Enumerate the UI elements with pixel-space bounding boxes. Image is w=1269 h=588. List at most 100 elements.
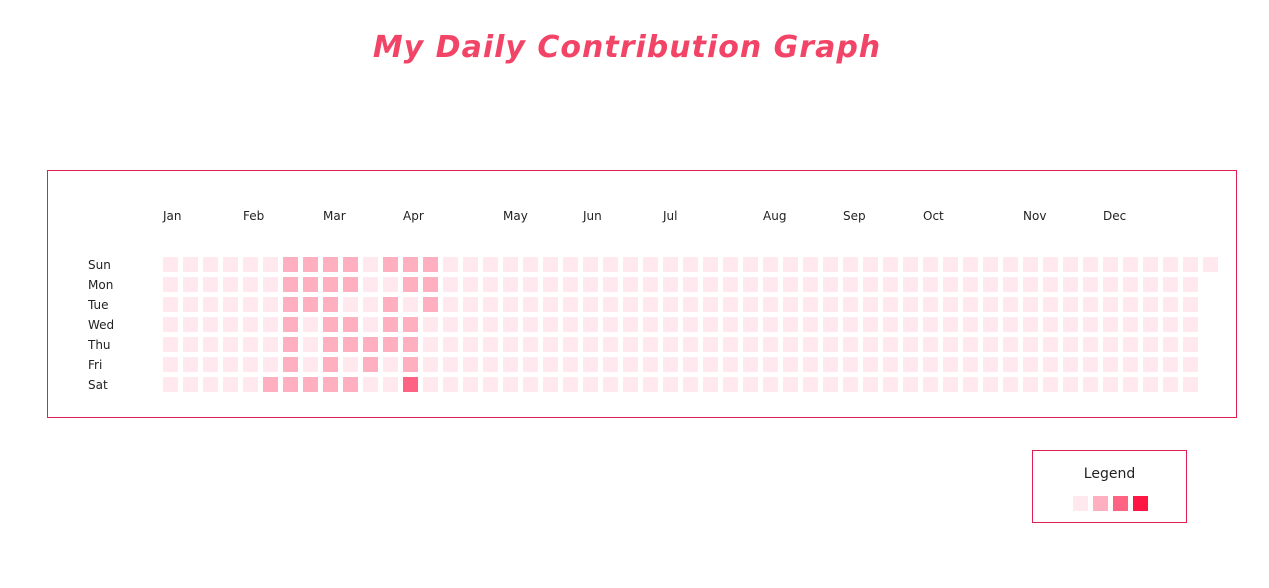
day-cell[interactable] [283, 377, 298, 392]
day-cell[interactable] [443, 317, 458, 332]
day-cell[interactable] [583, 277, 598, 292]
day-cell[interactable] [1003, 297, 1018, 312]
day-cell[interactable] [223, 357, 238, 372]
day-cell[interactable] [663, 277, 678, 292]
day-cell[interactable] [723, 337, 738, 352]
day-cell[interactable] [623, 297, 638, 312]
day-cell[interactable] [383, 377, 398, 392]
day-cell[interactable] [1083, 357, 1098, 372]
day-cell[interactable] [403, 317, 418, 332]
day-cell[interactable] [403, 277, 418, 292]
day-cell[interactable] [663, 297, 678, 312]
day-cell[interactable] [443, 277, 458, 292]
day-cell[interactable] [983, 257, 998, 272]
day-cell[interactable] [803, 297, 818, 312]
day-cell[interactable] [203, 337, 218, 352]
day-cell[interactable] [603, 257, 618, 272]
day-cell[interactable] [1143, 337, 1158, 352]
day-cell[interactable] [203, 377, 218, 392]
day-cell[interactable] [323, 357, 338, 372]
day-cell[interactable] [743, 317, 758, 332]
day-cell[interactable] [1123, 277, 1138, 292]
day-cell[interactable] [243, 317, 258, 332]
day-cell[interactable] [823, 317, 838, 332]
day-cell[interactable] [583, 297, 598, 312]
day-cell[interactable] [863, 357, 878, 372]
day-cell[interactable] [223, 297, 238, 312]
day-cell[interactable] [983, 277, 998, 292]
day-cell[interactable] [643, 377, 658, 392]
day-cell[interactable] [1163, 277, 1178, 292]
day-cell[interactable] [183, 337, 198, 352]
day-cell[interactable] [463, 277, 478, 292]
day-cell[interactable] [1003, 257, 1018, 272]
day-cell[interactable] [843, 257, 858, 272]
day-cell[interactable] [843, 297, 858, 312]
day-cell[interactable] [763, 257, 778, 272]
day-cell[interactable] [763, 337, 778, 352]
day-cell[interactable] [723, 277, 738, 292]
day-cell[interactable] [823, 257, 838, 272]
day-cell[interactable] [1063, 357, 1078, 372]
day-cell[interactable] [1083, 257, 1098, 272]
day-cell[interactable] [443, 297, 458, 312]
day-cell[interactable] [563, 277, 578, 292]
day-cell[interactable] [323, 277, 338, 292]
day-cell[interactable] [203, 277, 218, 292]
day-cell[interactable] [863, 257, 878, 272]
day-cell[interactable] [343, 337, 358, 352]
day-cell[interactable] [283, 357, 298, 372]
day-cell[interactable] [1043, 257, 1058, 272]
day-cell[interactable] [643, 277, 658, 292]
day-cell[interactable] [1103, 317, 1118, 332]
day-cell[interactable] [983, 297, 998, 312]
day-cell[interactable] [823, 297, 838, 312]
day-cell[interactable] [923, 297, 938, 312]
day-cell[interactable] [1003, 277, 1018, 292]
day-cell[interactable] [623, 257, 638, 272]
day-cell[interactable] [463, 257, 478, 272]
day-cell[interactable] [363, 317, 378, 332]
day-cell[interactable] [703, 277, 718, 292]
day-cell[interactable] [963, 357, 978, 372]
day-cell[interactable] [503, 277, 518, 292]
day-cell[interactable] [643, 317, 658, 332]
day-cell[interactable] [603, 297, 618, 312]
day-cell[interactable] [1183, 277, 1198, 292]
day-cell[interactable] [183, 277, 198, 292]
day-cell[interactable] [783, 377, 798, 392]
day-cell[interactable] [903, 317, 918, 332]
day-cell[interactable] [523, 277, 538, 292]
day-cell[interactable] [1083, 297, 1098, 312]
day-cell[interactable] [163, 257, 178, 272]
day-cell[interactable] [983, 357, 998, 372]
day-cell[interactable] [1123, 377, 1138, 392]
day-cell[interactable] [1063, 297, 1078, 312]
day-cell[interactable] [423, 317, 438, 332]
day-cell[interactable] [483, 317, 498, 332]
day-cell[interactable] [183, 357, 198, 372]
day-cell[interactable] [223, 277, 238, 292]
day-cell[interactable] [603, 337, 618, 352]
day-cell[interactable] [1163, 317, 1178, 332]
day-cell[interactable] [743, 257, 758, 272]
day-cell[interactable] [863, 317, 878, 332]
day-cell[interactable] [963, 337, 978, 352]
day-cell[interactable] [443, 337, 458, 352]
day-cell[interactable] [1163, 337, 1178, 352]
day-cell[interactable] [1023, 257, 1038, 272]
day-cell[interactable] [183, 297, 198, 312]
day-cell[interactable] [163, 377, 178, 392]
day-cell[interactable] [223, 337, 238, 352]
day-cell[interactable] [583, 337, 598, 352]
day-cell[interactable] [343, 357, 358, 372]
day-cell[interactable] [463, 297, 478, 312]
day-cell[interactable] [343, 277, 358, 292]
day-cell[interactable] [943, 257, 958, 272]
day-cell[interactable] [623, 377, 638, 392]
day-cell[interactable] [423, 377, 438, 392]
day-cell[interactable] [843, 377, 858, 392]
day-cell[interactable] [163, 357, 178, 372]
day-cell[interactable] [1143, 297, 1158, 312]
day-cell[interactable] [1183, 357, 1198, 372]
